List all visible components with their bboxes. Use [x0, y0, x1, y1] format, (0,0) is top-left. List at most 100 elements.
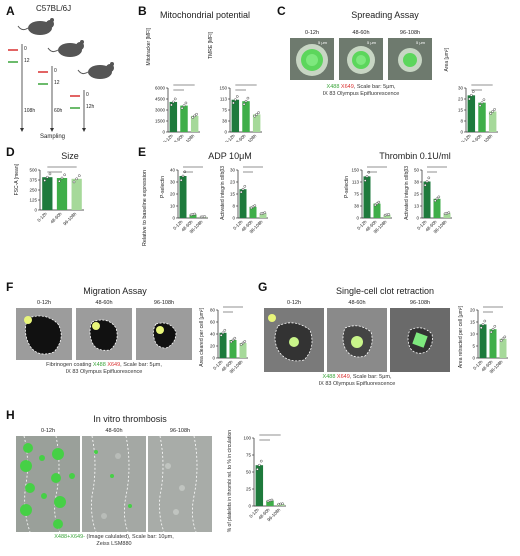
y-tick-label: 75	[222, 108, 228, 113]
panel-a-label: A	[6, 4, 15, 18]
caption-rest: , Scale bar: 5μm,	[353, 84, 396, 90]
y-tick-label: 20	[170, 192, 176, 197]
time-label: 0-12h	[36, 300, 52, 306]
y-tick-label: 30	[170, 180, 176, 185]
data-point	[180, 106, 184, 110]
data-point	[233, 336, 237, 340]
data-point	[503, 335, 507, 339]
y-tick-label: 0	[232, 216, 235, 221]
y-tick-label: 15	[230, 192, 236, 197]
ylabel-area: Area [μm²]	[444, 48, 450, 72]
y-tick-label: 25	[246, 487, 252, 492]
y-tick-label: 10	[470, 332, 476, 337]
data-point	[256, 467, 259, 471]
data-point	[249, 206, 253, 210]
chart-d: 0 125 250 375 500 0-12h 48-60h 96-108h	[29, 166, 84, 227]
ylabel-area-retracted: Area retracted per cell [μm²]	[458, 306, 464, 369]
time-label: 96-108h	[153, 300, 175, 306]
bar	[169, 101, 178, 132]
spreading-image-0-12h	[290, 38, 334, 80]
bar	[242, 101, 250, 132]
data-point	[231, 338, 235, 342]
data-point	[58, 179, 61, 183]
data-point	[172, 100, 175, 104]
panel-d-chart: 0 125 250 375 500 0-12h 48-60h 96-108h	[29, 166, 84, 227]
x-tick-label: 0-12h	[36, 211, 48, 223]
data-point	[173, 97, 177, 101]
y-tick-label: 38	[414, 180, 420, 185]
scale-bar-label: 5 μm	[318, 40, 327, 45]
caption-green: X488	[326, 84, 340, 90]
y-tick-label: 30	[230, 168, 236, 173]
panel-h-caption: X488+X649- (Image calulated), Scale bar:…	[16, 534, 212, 548]
data-point	[191, 116, 195, 119]
data-point	[375, 202, 379, 205]
bar	[363, 176, 371, 218]
panel-h-title: In vitro thrombosis	[93, 414, 167, 424]
data-point	[255, 113, 258, 116]
bar	[433, 198, 441, 218]
data-point	[433, 199, 437, 203]
x-tick-label: 96-108h	[62, 211, 78, 227]
caption-red: X649	[107, 362, 121, 368]
panel-g-title: Single-cell clot retraction	[335, 286, 435, 296]
data-point	[491, 110, 494, 113]
data-point	[170, 103, 173, 107]
panel-d-label: D	[6, 145, 15, 159]
timepoint-12h: 12h	[86, 104, 95, 110]
ylabel-tmre: TMRE [MFI]	[208, 32, 214, 59]
y-tick-label: 15	[470, 320, 476, 325]
y-tick-label: 1500	[155, 119, 166, 124]
y-tick-label: 8	[460, 119, 463, 124]
y-tick-label: 113	[352, 180, 360, 185]
y-tick-label: 113	[220, 97, 228, 102]
data-point	[181, 174, 185, 178]
x-tick-label: 0-12h	[460, 133, 472, 142]
panel-b-title: Mitochondrial potential	[159, 10, 251, 20]
y-tick-label: 0	[212, 356, 215, 361]
x-tick-label: 96-108h	[180, 133, 196, 142]
caption-line2: IX 83 Olympus Epifluorescence	[65, 369, 143, 375]
retraction-image-48-60h	[327, 308, 387, 372]
bar	[255, 465, 264, 506]
data-point	[483, 319, 487, 323]
data-point	[221, 331, 225, 335]
y-tick-label: 0	[34, 208, 37, 213]
y-tick-label: 0	[460, 130, 463, 135]
ylabel-psel: P-selectin	[344, 176, 350, 198]
bar	[478, 102, 486, 132]
ylabel-area-cleared: Area cleared per cell [μm²]	[199, 308, 205, 367]
sampling-label: Sampling	[40, 134, 66, 140]
timepoint-0: 0	[24, 46, 27, 52]
ylabel-psel: P-selectin	[160, 176, 166, 198]
bar	[71, 178, 82, 210]
y-tick-label: 0	[172, 216, 175, 221]
data-point	[43, 179, 46, 182]
mouse-icon	[77, 62, 114, 79]
retraction-image-96-108h	[390, 308, 450, 372]
data-point	[480, 101, 484, 104]
panel-e-label: E	[138, 145, 147, 159]
bar	[423, 181, 431, 218]
time-label: 0-12h	[286, 300, 302, 306]
ylabel-int: Activated integrin αIIbβ3	[404, 166, 410, 220]
y-tick-label: 40	[210, 332, 216, 337]
data-point	[427, 176, 431, 180]
data-point	[447, 211, 451, 215]
ylabel-int: Activated integrin αIIbβ3	[220, 166, 226, 220]
y-tick-label: 8	[232, 204, 235, 209]
time-label: 48-60h	[105, 428, 123, 434]
panel-c-label: C	[277, 4, 286, 18]
bar	[443, 213, 451, 218]
ylabel-mitotracker: Mitotracker [MFI]	[146, 28, 152, 66]
time-label: 48-60h	[348, 300, 366, 306]
ylabel-fsc: FSC-A [mean]	[14, 164, 20, 196]
data-point	[239, 343, 243, 346]
panel-g-caption: X488 X649, Scale bar: 5μm, IX 83 Olympus…	[264, 374, 450, 388]
panel-b-label: B	[138, 4, 147, 18]
caption-red: X649	[336, 374, 350, 380]
